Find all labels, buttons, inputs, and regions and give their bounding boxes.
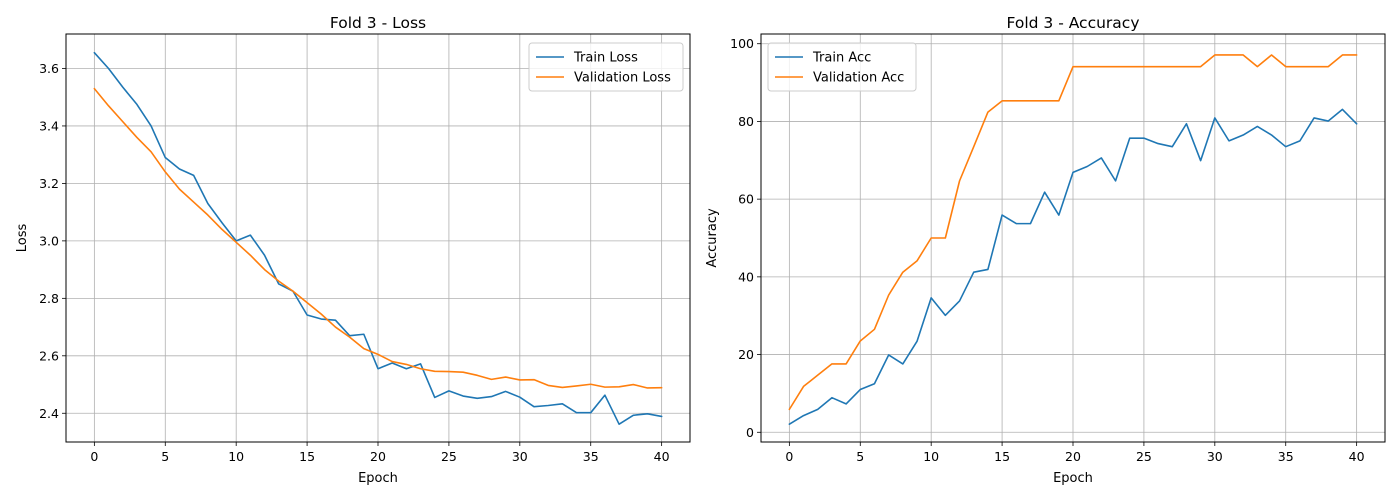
accuracy-y-tick-label: 40	[738, 269, 754, 284]
accuracy-y-tick-label: 80	[738, 114, 754, 129]
loss-x-tick-label: 10	[228, 449, 244, 464]
accuracy-y-tick-label: 60	[738, 192, 754, 207]
accuracy-y-axis-label: Accuracy	[705, 208, 720, 268]
loss-x-tick-label: 25	[441, 449, 457, 464]
accuracy-ticks: 0 5 10 15 20 25 30 35 40 0 20 40 60 80 100	[730, 36, 1364, 464]
accuracy-x-tick-label: 0	[785, 449, 793, 464]
loss-legend: Train Loss Validation Loss	[528, 42, 684, 92]
loss-legend-box	[528, 42, 684, 92]
loss-x-tick-label: 0	[90, 449, 98, 464]
loss-chart: Fold 3 - Loss 0 5 10 15 20 25 30 35 40 2.4 2.6 2.8 3…	[15, 14, 691, 486]
loss-ticks: 0 5 10 15 20 25 30 35 40 2.4 2.6 2.8 3.0 3.2 3.4 3.6	[39, 61, 670, 464]
loss-y-tick-label: 3.4	[39, 118, 59, 133]
accuracy-x-tick-label: 15	[994, 449, 1010, 464]
accuracy-x-tick-label: 10	[923, 449, 939, 464]
loss-y-tick-label: 2.6	[39, 348, 59, 363]
accuracy-y-tick-label: 100	[730, 36, 754, 51]
loss-x-tick-label: 30	[512, 449, 528, 464]
accuracy-y-tick-label: 20	[738, 347, 754, 362]
accuracy-legend: Train Acc Validation Acc	[767, 42, 917, 92]
accuracy-y-tick-label: 0	[746, 425, 754, 440]
loss-x-tick-label: 40	[654, 449, 670, 464]
accuracy-legend-box	[767, 42, 917, 92]
loss-legend-train-label: Train Loss	[573, 51, 638, 66]
accuracy-x-axis-label: Epoch	[1053, 471, 1093, 486]
loss-x-tick-label: 35	[583, 449, 599, 464]
loss-chart-title: Fold 3 - Loss	[330, 14, 426, 32]
loss-y-tick-label: 2.4	[39, 406, 59, 421]
accuracy-series-line-validation	[788, 54, 1358, 411]
accuracy-x-tick-label: 20	[1065, 449, 1081, 464]
loss-x-tick-label: 5	[161, 449, 169, 464]
accuracy-x-tick-label: 35	[1278, 449, 1294, 464]
loss-y-tick-label: 3.0	[39, 233, 59, 248]
loss-series-line-validation	[93, 87, 663, 389]
accuracy-x-tick-label: 40	[1349, 449, 1365, 464]
loss-y-tick-label: 3.6	[39, 61, 59, 76]
loss-x-axis-label: Epoch	[358, 471, 398, 486]
loss-lines	[93, 51, 663, 425]
loss-y-tick-label: 2.8	[39, 291, 59, 306]
accuracy-chart-title: Fold 3 - Accuracy	[1007, 14, 1140, 32]
accuracy-lines	[788, 54, 1358, 425]
loss-x-tick-label: 15	[299, 449, 315, 464]
loss-x-tick-label: 20	[370, 449, 386, 464]
accuracy-x-tick-label: 30	[1207, 449, 1223, 464]
accuracy-legend-val-label: Validation Acc	[813, 71, 904, 86]
accuracy-series-line-train	[788, 108, 1358, 425]
loss-legend-val-label: Validation Loss	[574, 71, 671, 86]
loss-y-axis-label: Loss	[15, 224, 30, 253]
loss-y-tick-label: 3.2	[39, 176, 59, 191]
accuracy-legend-train-label: Train Acc	[812, 51, 871, 66]
accuracy-chart: Fold 3 - Accuracy 0 5 10 15 20 25 30 35 40 0 20 40 6…	[705, 14, 1386, 486]
loss-series-line-train	[93, 51, 663, 425]
accuracy-x-tick-label: 5	[856, 449, 864, 464]
accuracy-x-tick-label: 25	[1136, 449, 1152, 464]
